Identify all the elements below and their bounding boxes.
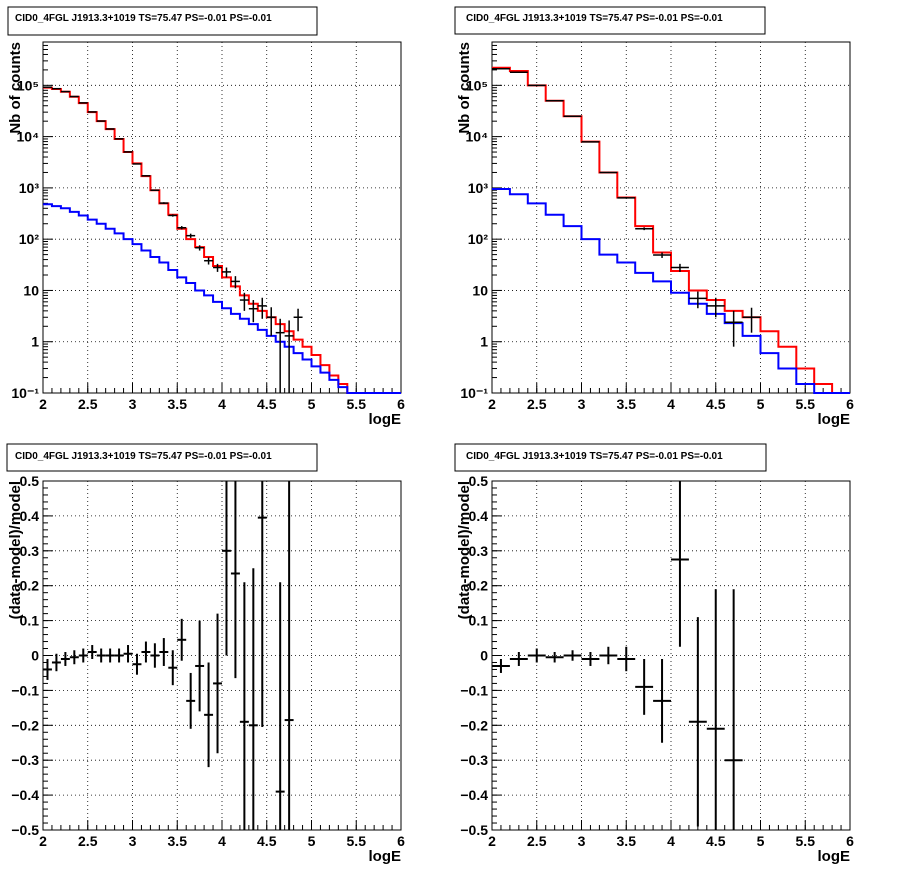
y-tick-label: −0.2 [460,717,488,733]
y-tick-label: 10⁴ [466,129,489,145]
chart-title: CID0_4FGL J1913.3+1019 TS=75.47 PS=-0.01… [15,13,272,24]
x-tick-label: 4 [218,833,226,849]
chart-title: CID0_4FGL J1913.3+1019 TS=75.47 PS=-0.01… [15,451,272,462]
x-tick-label: 6 [846,833,854,849]
y-tick-label: 10⁵ [466,77,488,93]
histogram-series-source-model [43,203,401,394]
x-tick-label: 6 [397,396,405,412]
x-tick-label: 4 [667,396,675,412]
x-tick-label: 4 [218,396,226,412]
y-tick-label: −0.1 [11,682,39,698]
x-tick-label: 5.5 [347,396,367,412]
title-box [454,443,767,472]
x-tick-label: 5 [757,833,765,849]
y-tick-label: 10 [23,282,39,298]
y-tick-label: −0.2 [11,717,39,733]
y-tick-label: 0.3 [20,543,40,559]
x-axis-label: logE [369,411,402,428]
title-box [454,6,766,35]
chart-panel-4: CID0_4FGL J1913.3+1019 TS=75.47 PS=-0.01… [454,443,854,865]
x-tick-label: 3.5 [617,396,637,412]
x-tick-label: 4.5 [706,833,726,849]
y-tick-label: 10³ [19,180,40,196]
chart-panel-1: CID0_4FGL J1913.3+1019 TS=75.47 PS=-0.01… [7,6,405,428]
y-tick-label: 1 [480,334,488,350]
y-tick-label: 0 [480,648,488,664]
y-tick-label: 10⁴ [17,129,40,145]
y-tick-label: 10⁻¹ [11,385,39,401]
x-tick-label: 3 [129,396,137,412]
histogram-series-source-model [492,188,850,394]
x-tick-label: 2 [488,396,496,412]
y-tick-label: 0.1 [20,613,40,629]
y-tick-label: 0.3 [469,543,489,559]
x-tick-label: 3 [578,833,586,849]
x-tick-label: 2.5 [78,396,98,412]
x-tick-label: 2.5 [527,396,547,412]
x-tick-label: 4.5 [257,833,277,849]
y-tick-label: −0.3 [460,752,488,768]
histogram-series-total-model [43,86,401,394]
y-axis-label: (data-model)/model [7,481,24,619]
x-tick-label: 5.5 [347,833,367,849]
x-tick-label: 6 [846,396,854,412]
title-box [6,443,318,472]
chart-panel-2: CID0_4FGL J1913.3+1019 TS=75.47 PS=-0.01… [454,6,854,428]
chart-panel-3: CID0_4FGL J1913.3+1019 TS=75.47 PS=-0.01… [6,443,405,865]
y-tick-label: 0.4 [469,508,489,524]
y-tick-label: 0.4 [20,508,40,524]
x-tick-label: 5.5 [796,833,816,849]
x-tick-label: 2 [39,833,47,849]
y-tick-label: 0.1 [469,613,489,629]
y-tick-label: −0.4 [11,787,39,803]
x-tick-label: 3 [129,833,137,849]
x-tick-label: 4.5 [706,396,726,412]
x-tick-label: 3.5 [617,833,637,849]
title-box [7,6,318,36]
x-axis-label: logE [818,411,851,428]
y-tick-label: −0.4 [460,787,488,803]
x-tick-label: 5.5 [796,396,816,412]
y-tick-label: 0 [31,648,39,664]
y-tick-label: 10³ [468,180,489,196]
x-tick-label: 2 [488,833,496,849]
x-tick-label: 3 [578,396,586,412]
y-tick-label: 0.2 [469,578,489,594]
y-tick-label: 10⁵ [17,77,39,93]
x-tick-label: 4.5 [257,396,277,412]
x-tick-label: 2 [39,396,47,412]
y-tick-label: 10² [468,231,489,247]
y-tick-label: −0.5 [11,822,39,838]
y-tick-label: −0.3 [11,752,39,768]
x-tick-label: 2.5 [78,833,98,849]
y-tick-label: 0.5 [20,473,40,489]
y-tick-label: 1 [31,334,39,350]
x-tick-label: 4 [667,833,675,849]
y-tick-label: 10 [472,282,488,298]
y-tick-label: −0.5 [460,822,488,838]
x-axis-label: logE [818,848,851,865]
x-tick-label: 6 [397,833,405,849]
y-axis-label: Nb of counts [456,42,473,134]
x-axis-label: logE [369,848,402,865]
x-tick-label: 5 [757,396,765,412]
y-tick-label: 10² [19,231,40,247]
x-tick-label: 5 [308,396,316,412]
y-tick-label: 0.5 [469,473,489,489]
y-tick-label: −0.1 [460,682,488,698]
y-tick-label: 10⁻¹ [460,385,488,401]
x-tick-label: 5 [308,833,316,849]
x-tick-label: 3.5 [168,396,188,412]
y-axis-label: (data-model)/model [456,481,473,619]
chart-title: CID0_4FGL J1913.3+1019 TS=75.47 PS=-0.01… [466,13,723,24]
chart-title: CID0_4FGL J1913.3+1019 TS=75.47 PS=-0.01… [466,451,723,462]
x-tick-label: 3.5 [168,833,188,849]
y-axis-label: Nb of counts [7,42,24,134]
y-tick-label: 0.2 [20,578,40,594]
x-tick-label: 2.5 [527,833,547,849]
